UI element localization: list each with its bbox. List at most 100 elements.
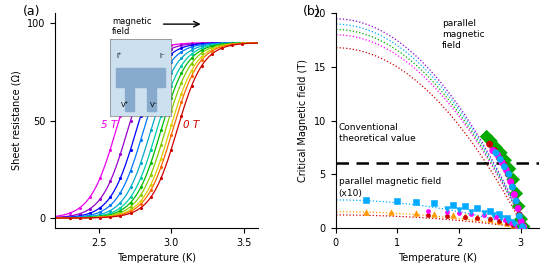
Point bbox=[116, 191, 125, 195]
Point bbox=[187, 41, 196, 45]
Point bbox=[519, 226, 528, 230]
Point bbox=[187, 48, 196, 52]
Point bbox=[467, 210, 476, 214]
Point bbox=[157, 128, 166, 132]
Point bbox=[497, 215, 505, 220]
Point bbox=[136, 138, 145, 142]
Point bbox=[85, 214, 94, 219]
Point bbox=[493, 153, 502, 157]
Point bbox=[519, 226, 528, 230]
Point bbox=[228, 41, 236, 45]
Point bbox=[519, 226, 528, 230]
Point bbox=[65, 216, 74, 220]
Point bbox=[197, 42, 206, 46]
Point bbox=[238, 40, 247, 45]
Point bbox=[508, 185, 517, 189]
Point bbox=[387, 210, 395, 214]
Point bbox=[442, 210, 451, 214]
Point bbox=[65, 216, 74, 220]
Point bbox=[238, 41, 247, 46]
Point bbox=[197, 41, 206, 45]
Point bbox=[485, 217, 494, 222]
Point bbox=[96, 206, 104, 210]
Text: parallel magnetic field
(x10): parallel magnetic field (x10) bbox=[339, 177, 441, 198]
Point bbox=[65, 216, 74, 220]
Point bbox=[228, 40, 236, 45]
Point bbox=[494, 212, 503, 216]
Point bbox=[116, 200, 125, 205]
Point bbox=[228, 41, 236, 45]
Point bbox=[197, 43, 206, 47]
Point bbox=[518, 225, 527, 229]
Point bbox=[504, 219, 513, 223]
Point bbox=[515, 224, 524, 229]
Point bbox=[498, 160, 507, 165]
Point bbox=[197, 44, 206, 48]
Point bbox=[106, 211, 114, 215]
Point bbox=[507, 221, 516, 225]
Point bbox=[207, 42, 216, 46]
Point bbox=[218, 42, 227, 46]
Point bbox=[197, 58, 206, 62]
Point bbox=[442, 214, 451, 218]
Point bbox=[473, 216, 482, 220]
Point bbox=[207, 45, 216, 50]
Point bbox=[96, 214, 104, 218]
Point bbox=[75, 206, 84, 210]
Point bbox=[362, 198, 371, 203]
Point bbox=[167, 109, 175, 113]
Point bbox=[218, 46, 227, 50]
Point bbox=[430, 212, 439, 216]
Point bbox=[106, 209, 114, 213]
Point bbox=[96, 215, 104, 219]
Point bbox=[157, 165, 166, 169]
Point bbox=[207, 49, 216, 53]
Point bbox=[218, 41, 227, 45]
Point bbox=[106, 214, 114, 219]
Point bbox=[167, 133, 175, 137]
Point bbox=[238, 40, 247, 45]
Point bbox=[116, 176, 125, 180]
Point bbox=[75, 215, 84, 220]
Point bbox=[510, 192, 519, 197]
Point bbox=[136, 185, 145, 190]
Point bbox=[518, 224, 527, 228]
Point bbox=[116, 214, 125, 218]
Point bbox=[503, 221, 512, 225]
Point bbox=[75, 215, 84, 220]
Point bbox=[157, 53, 166, 57]
Point bbox=[126, 84, 135, 88]
Point bbox=[167, 71, 175, 75]
Point bbox=[85, 211, 94, 215]
Point bbox=[506, 180, 515, 184]
Point bbox=[136, 88, 145, 92]
Point bbox=[218, 41, 227, 45]
Point bbox=[207, 44, 216, 48]
Point bbox=[126, 185, 135, 190]
Point bbox=[167, 96, 175, 100]
Point bbox=[228, 41, 236, 45]
Point bbox=[508, 185, 517, 189]
Point bbox=[85, 215, 94, 220]
Point bbox=[65, 214, 74, 218]
Point bbox=[65, 215, 74, 219]
Point bbox=[146, 52, 155, 56]
Point bbox=[517, 217, 526, 221]
Text: 0 T: 0 T bbox=[183, 120, 199, 131]
Point bbox=[482, 135, 491, 139]
Point bbox=[96, 215, 104, 220]
Point bbox=[238, 40, 247, 45]
Point bbox=[177, 64, 186, 68]
Point bbox=[207, 47, 216, 51]
Point bbox=[503, 221, 512, 225]
Point bbox=[126, 209, 135, 214]
Point bbox=[177, 71, 186, 75]
Point bbox=[197, 41, 206, 45]
Point bbox=[218, 40, 227, 45]
Point bbox=[116, 206, 125, 210]
Point bbox=[157, 46, 166, 50]
Point bbox=[126, 208, 135, 212]
Point bbox=[96, 214, 104, 219]
Point bbox=[500, 218, 509, 222]
Point bbox=[479, 211, 488, 215]
